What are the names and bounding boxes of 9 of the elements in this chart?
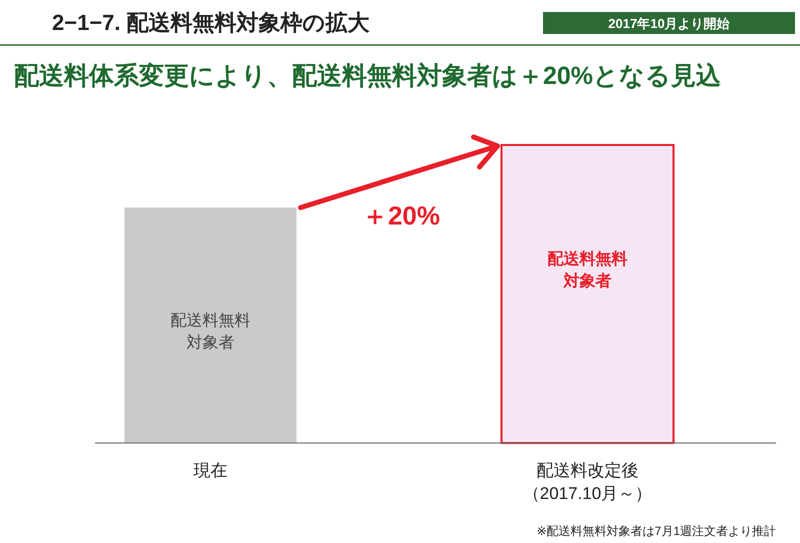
annotation: ＋20% [362, 200, 440, 230]
text: ※配送料無料対象者は7月1週注文者より推計 [536, 524, 776, 538]
chart-subtitle: 配送料体系変更により、配送料無料対象者は＋20%となる見込 [14, 62, 722, 90]
x-tick-label: 配送料改定後（2017.10月～） [522, 461, 652, 503]
text: 2017年10月より開始 [608, 16, 731, 31]
x-tick-label: 現在 [194, 461, 228, 480]
annotation: 配送料無料対象者 [170, 311, 250, 352]
chart-title: 2−1−7. 配送料無料対象枠の拡大 [52, 10, 371, 35]
annotation: 配送料無料対象者 [548, 250, 628, 290]
